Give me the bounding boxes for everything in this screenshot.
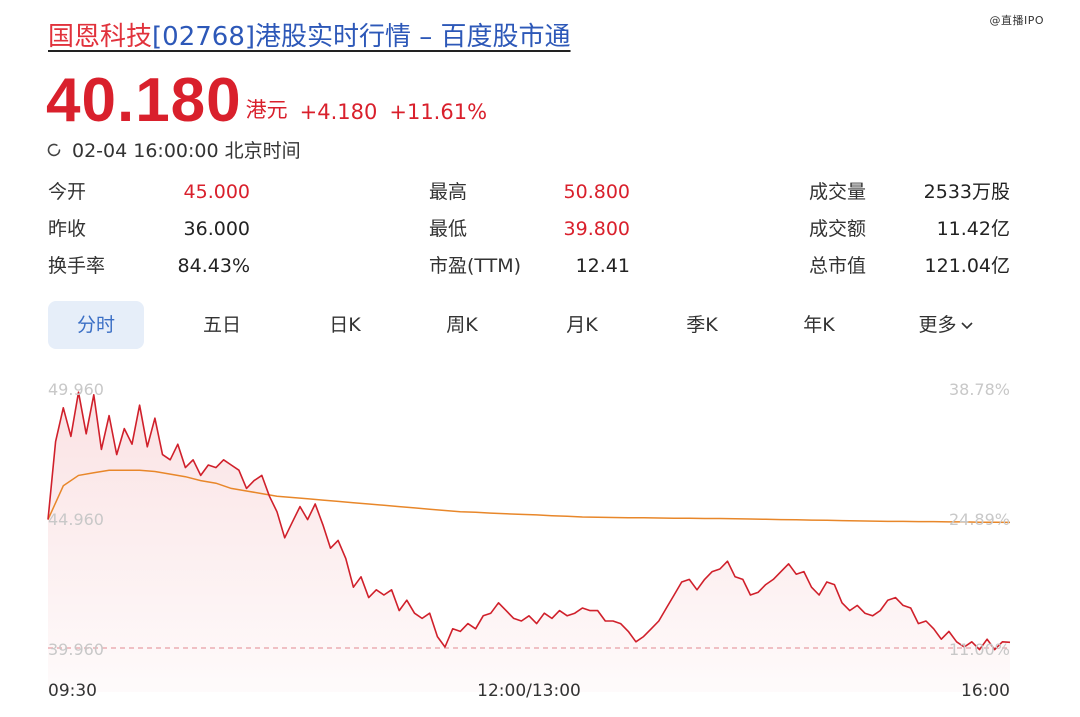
price-row: 40.180 港元 +4.180 +11.61% (46, 62, 487, 132)
stat-value: 50.800 (563, 181, 630, 203)
y-axis-right-tick-label: 24.89% (949, 510, 1010, 529)
page-title[interactable]: 国恩科技[02768]港股实时行情 – 百度股市通 (48, 18, 571, 56)
intraday-chart[interactable]: 49.960 44.960 39.960 38.78% 24.89% 11.00% 09:3… (0, 360, 1080, 717)
title-suffix[interactable]: [02768]港股实时行情 – 百度股市通 (152, 22, 571, 52)
stat-value: 39.800 (563, 218, 630, 240)
y-axis-tick-label: 44.960 (48, 510, 104, 529)
stock-name[interactable]: 国恩科技 (48, 22, 153, 52)
current-price: 40.180 (46, 66, 242, 135)
series-average-line (47, 469, 1011, 524)
x-axis-tick-label: 09:30 (48, 681, 97, 701)
stat-value: 84.43% (177, 255, 250, 277)
tab-label: 五日 (202, 314, 241, 336)
chevron-down-icon (960, 322, 973, 330)
tab-label: 周K (446, 314, 478, 336)
price-unit: 港元 (245, 98, 288, 122)
y-axis-right-tick-label: 38.78% (949, 380, 1010, 399)
stat-label: 昨收 (48, 218, 87, 240)
stat-value: 121.04亿 (924, 255, 1010, 277)
x-axis-tick-label: 12:00/13:00 (477, 681, 581, 701)
quote-timestamp: 02-04 16:00:00 北京时间 (72, 140, 301, 162)
tab-period-6[interactable]: 年K (769, 301, 869, 349)
stat-value: 11.42亿 (936, 218, 1010, 240)
tab-period-1[interactable]: 五日 (172, 301, 272, 349)
tab-label: 分时 (76, 314, 115, 336)
tab-period-2[interactable]: 日K (295, 301, 395, 349)
tab-period-5[interactable]: 季K (652, 301, 752, 349)
price-change-percent: +11.61% (389, 100, 488, 124)
stat-label: 成交额 (809, 218, 867, 240)
tab-label: 更多 (918, 314, 957, 336)
y-axis-tick-label: 39.960 (48, 640, 104, 659)
stat-label: 最高 (429, 181, 468, 203)
period-tabs: 分时 五日 日K 周K 月K 季K 年K 更多 (48, 301, 1010, 349)
tab-period-4[interactable]: 月K (532, 301, 632, 349)
stat-label: 今开 (48, 181, 87, 203)
price-change: +4.180 (299, 100, 378, 124)
stats-grid: 今开 45.000 最高 50.800 成交量 2533万股昨收 36.000 最低 39.80… (48, 174, 1010, 284)
stat-value: 45.000 (183, 181, 250, 203)
stat-label: 总市值 (809, 255, 867, 277)
tab-label: 日K (329, 314, 361, 336)
stat-value: 36.000 (183, 218, 250, 240)
tab-more[interactable]: 更多 (896, 301, 996, 349)
series-price-line (47, 391, 1011, 651)
y-axis-tick-label: 49.960 (48, 380, 104, 399)
tab-period-3[interactable]: 周K (412, 301, 512, 349)
y-axis-right-tick-label: 11.00% (949, 640, 1010, 659)
stat-label: 最低 (429, 218, 468, 240)
stat-label: 市盈(TTM) (429, 255, 522, 277)
stat-label: 换手率 (48, 255, 106, 277)
tab-label: 月K (566, 314, 598, 336)
watermark: @直播IPO (989, 14, 1044, 27)
refresh-icon (47, 143, 61, 156)
intraday-chart-svg: 49.960 44.960 39.960 38.78% 24.89% 11.00% 09:3… (47, 380, 1011, 701)
tab-label: 季K (686, 314, 718, 336)
stat-value: 12.41 (575, 255, 630, 277)
price-area (48, 392, 1010, 692)
quote-time-row: 02-04 16:00:00 北京时间 (46, 136, 301, 163)
x-axis-tick-label: 16:00 (961, 681, 1010, 701)
tab-label: 年K (803, 314, 835, 336)
stat-value: 2533万股 (923, 181, 1010, 203)
tab-period-0[interactable]: 分时 (48, 301, 144, 349)
stat-label: 成交量 (809, 181, 867, 203)
